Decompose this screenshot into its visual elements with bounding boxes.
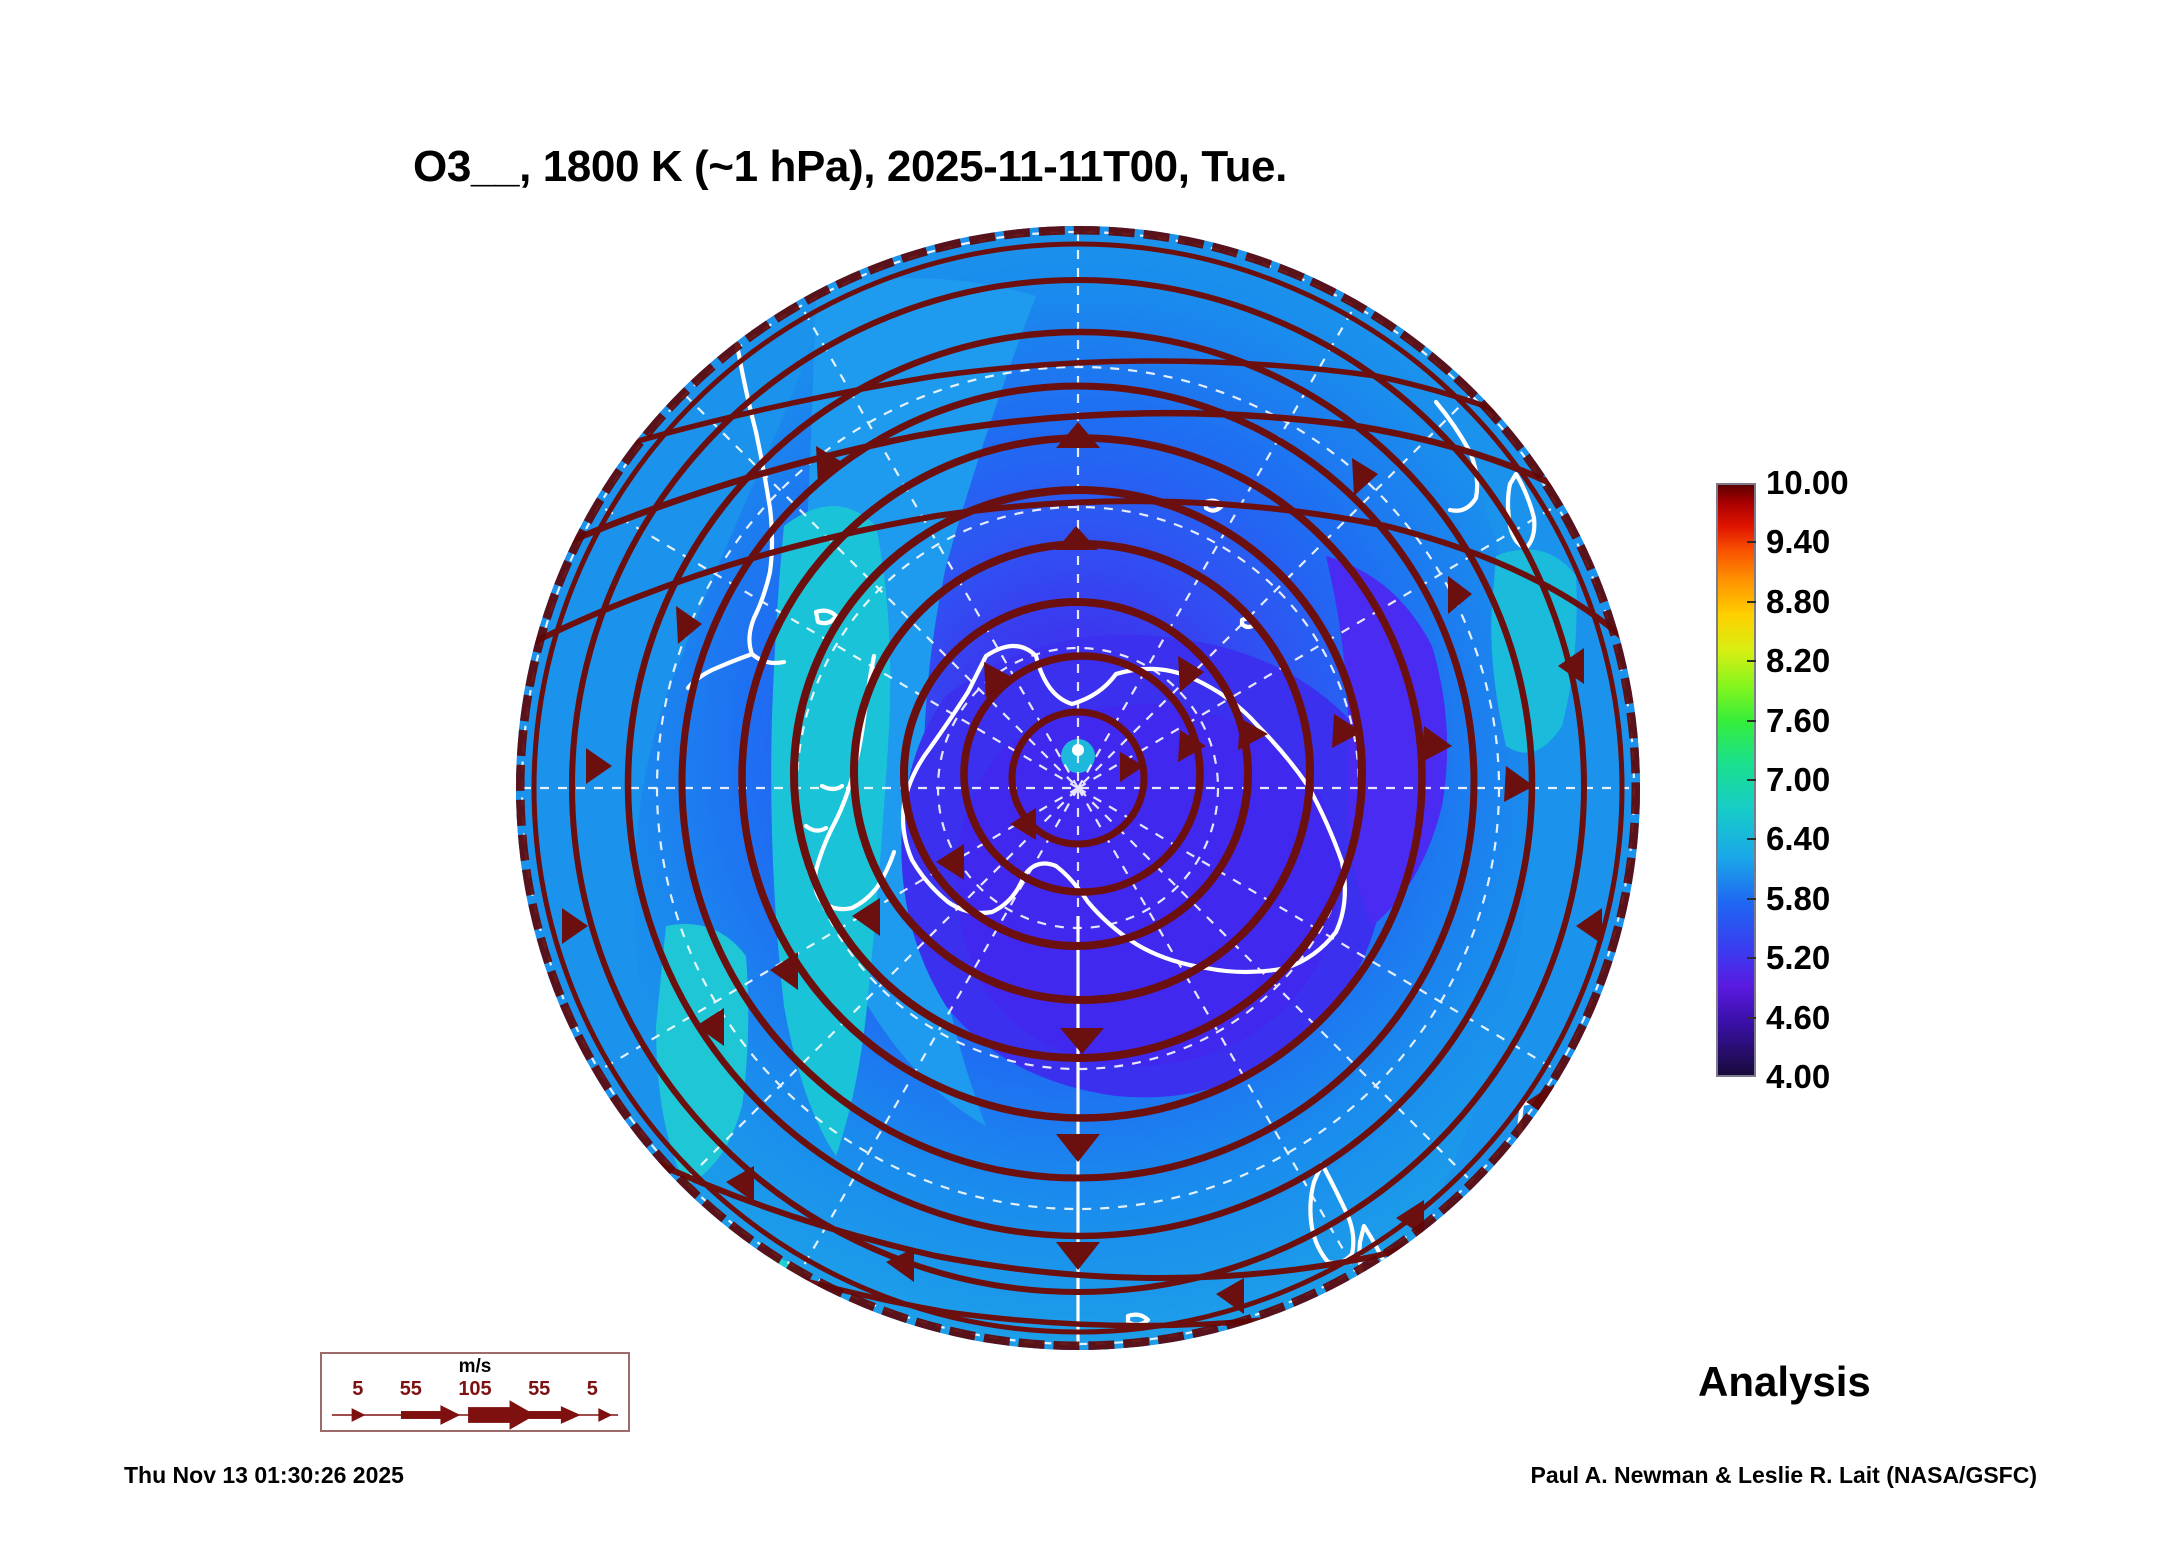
page-title: O3__, 1800 K (~1 hPa), 2025-11-11T00, Tu… bbox=[413, 142, 1287, 191]
limb-rim bbox=[516, 226, 1640, 1350]
colorbar-tick-label: 7.00 bbox=[1766, 761, 1831, 798]
colorbar-tick-label: 10.00 bbox=[1766, 464, 1849, 501]
colorbar-tick-label: 7.60 bbox=[1766, 701, 1831, 739]
wind-speed-legend: m/s 5 55 105 55 5 bbox=[320, 1352, 630, 1432]
wind-legend-arrow-glyphs bbox=[331, 1400, 619, 1430]
wind-streamlines bbox=[523, 241, 1635, 1335]
wind-legend-values: 5 55 105 55 5 bbox=[322, 1378, 628, 1401]
colorbar-tick-label: 9.40 bbox=[1766, 523, 1831, 561]
globe-disc[interactable] bbox=[516, 226, 1640, 1350]
wind-legend-value: 55 bbox=[399, 1378, 422, 1400]
colorbar-tick bbox=[1747, 660, 1756, 663]
colorbar-tick-label: 8.80 bbox=[1766, 582, 1831, 620]
colorbar-labels: 10.00 9.40 8.80 8.20 7.60 7.00 6.40 5.80 5.20 4.6… bbox=[1766, 464, 1916, 1095]
colorbar-tick bbox=[1747, 779, 1756, 781]
wind-legend-value: 5 bbox=[586, 1378, 598, 1400]
colorbar-tick-label: 5.20 bbox=[1766, 939, 1831, 977]
generation-timestamp: Thu Nov 13 01:30:26 2025 bbox=[124, 1462, 404, 1488]
colorbar-ticks bbox=[1716, 483, 1756, 1077]
author-credit: Paul A. Newman & Leslie R. Lait (NASA/GS… bbox=[1530, 1462, 2037, 1488]
map-svg bbox=[516, 226, 1640, 1350]
colorbar-tick bbox=[1747, 957, 1756, 960]
wind-legend-value: 55 bbox=[528, 1378, 551, 1400]
colorbar-tick-label: 8.20 bbox=[1766, 642, 1831, 680]
colorbar-tick bbox=[1747, 897, 1756, 900]
analysis-label: Analysis bbox=[1698, 1358, 1871, 1405]
colorbar-tick-label: 6.40 bbox=[1766, 820, 1831, 858]
colorbar-tick bbox=[1747, 838, 1756, 841]
wind-legend-value: 105 bbox=[458, 1378, 492, 1400]
colorbar-tick bbox=[1747, 541, 1756, 544]
wind-legend-value: 5 bbox=[352, 1378, 364, 1400]
colorbar-tick-label: 4.00 bbox=[1766, 1058, 1831, 1095]
colorbar-tick bbox=[1747, 600, 1756, 603]
polar-map[interactable] bbox=[516, 226, 1640, 1350]
colorbar-tick-label: 5.80 bbox=[1766, 879, 1831, 917]
colorbar-tick bbox=[1747, 1016, 1756, 1019]
colorbar-tick bbox=[1747, 719, 1756, 722]
wind-legend-units-label: m/s bbox=[458, 1356, 492, 1377]
colorbar-tick-label: 4.60 bbox=[1766, 998, 1831, 1036]
